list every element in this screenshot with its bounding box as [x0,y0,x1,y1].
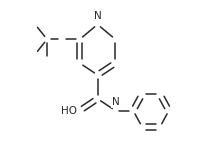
Text: HO: HO [61,106,76,116]
Text: N: N [111,97,119,107]
Text: N: N [93,11,101,21]
